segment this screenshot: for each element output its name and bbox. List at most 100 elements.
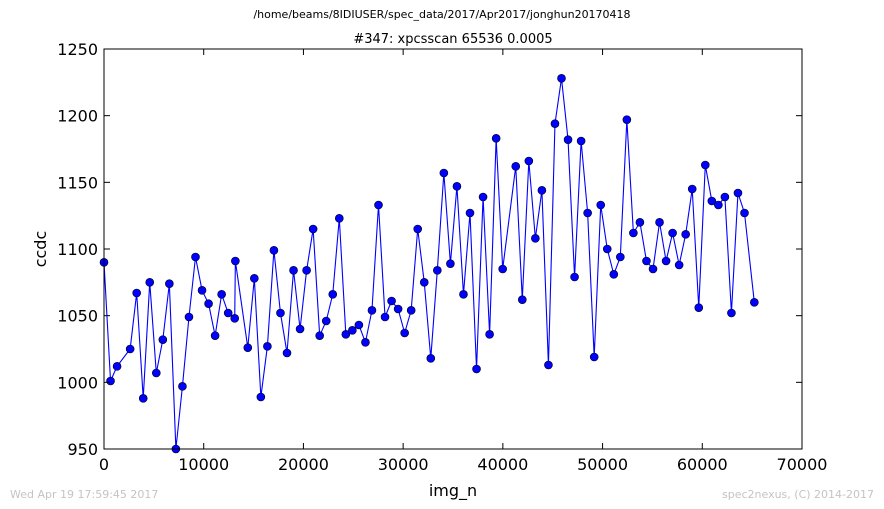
- x-tick-label: 30000: [378, 455, 429, 474]
- data-point: [570, 272, 579, 282]
- data-point: [315, 331, 324, 340]
- x-tick-label: 70000: [777, 455, 828, 474]
- data-point: [557, 74, 566, 83]
- data-point: [714, 200, 723, 210]
- data-point: [596, 200, 606, 210]
- y-tick-label: 1200: [57, 107, 98, 126]
- data-point: [269, 246, 279, 255]
- data-point: [727, 308, 736, 318]
- data-point: [165, 279, 174, 288]
- y-tick-label: 1250: [57, 40, 98, 59]
- data-point: [609, 270, 619, 279]
- x-tick-label: 20000: [278, 455, 329, 474]
- data-point: [289, 266, 298, 275]
- data-point: [517, 295, 527, 304]
- series-line: [103, 78, 755, 450]
- data-point: [217, 290, 226, 299]
- data-point: [231, 256, 240, 266]
- x-tick-label: 40000: [477, 455, 528, 474]
- data-point: [498, 264, 507, 274]
- data-point: [393, 304, 403, 314]
- data-point: [145, 278, 155, 287]
- y-tick-label: 950: [67, 440, 98, 459]
- data-point: [733, 188, 743, 198]
- x-tick-label: 0: [99, 455, 109, 474]
- data-point: [263, 342, 272, 351]
- plot-frame: [103, 48, 803, 450]
- data-point: [223, 308, 233, 318]
- data-point: [491, 134, 501, 143]
- data-point: [321, 316, 331, 326]
- data-point: [361, 338, 370, 347]
- data-point: [302, 266, 311, 275]
- data-point: [459, 290, 468, 299]
- data-point: [648, 264, 658, 274]
- x-axis-label: img_n: [429, 481, 477, 501]
- data-point: [380, 312, 390, 322]
- data-point: [125, 344, 135, 354]
- data-point: [674, 260, 684, 270]
- x-tick-label: 50000: [577, 455, 628, 474]
- data-point: [276, 308, 285, 318]
- data-point: [348, 326, 357, 335]
- data-point: [374, 200, 383, 210]
- data-point: [687, 184, 697, 194]
- data-point: [341, 330, 351, 339]
- data-point: [433, 266, 442, 275]
- data-point: [439, 168, 449, 178]
- data-point: [544, 360, 553, 370]
- data-point: [537, 186, 547, 195]
- data-point: [158, 335, 168, 344]
- data-point: [668, 228, 677, 238]
- y-tick-label: 1000: [57, 373, 98, 392]
- data-point: [387, 296, 396, 306]
- data-point: [642, 256, 651, 266]
- data-point: [367, 306, 377, 315]
- data-point: [197, 286, 207, 295]
- data-point: [511, 162, 521, 171]
- data-point: [524, 156, 534, 166]
- data-point: [707, 196, 717, 206]
- data-point: [485, 330, 494, 339]
- y-tick-label: 1100: [57, 240, 98, 259]
- data-point: [413, 224, 423, 234]
- tick-layer: 0 10000 20000 30000 40000 50000 60000 70000 950 1…: [57, 40, 827, 474]
- data-point: [132, 288, 141, 298]
- data-point: [635, 218, 645, 227]
- data-point: [151, 368, 161, 378]
- data-point: [602, 244, 612, 254]
- data-point: [400, 328, 409, 338]
- y-tick-label: 1150: [57, 173, 98, 192]
- data-point: [700, 160, 710, 170]
- data-point: [550, 119, 560, 128]
- chart-title: #347: xpcsscan 65536 0.0005: [353, 32, 552, 47]
- data-point: [230, 314, 240, 323]
- data-point: [622, 115, 632, 124]
- x-tick-label: 60000: [677, 455, 728, 474]
- data-point: [446, 259, 455, 268]
- timestamp-label: Wed Apr 19 17:59:45 2017: [10, 488, 159, 501]
- data-point: [210, 331, 220, 340]
- data-point: [616, 252, 625, 262]
- data-point: [419, 278, 429, 287]
- data-point: [563, 135, 573, 144]
- data-point: [138, 394, 148, 403]
- data-point: [589, 352, 599, 362]
- data-point: [583, 208, 592, 218]
- data-point: [243, 343, 253, 352]
- data-point: [282, 348, 292, 358]
- data-point: [531, 234, 540, 243]
- y-axis-label: ccdc: [31, 231, 50, 268]
- data-point: [112, 362, 122, 371]
- data-point: [295, 324, 305, 334]
- data-point: [576, 136, 586, 146]
- data-point: [472, 364, 481, 374]
- x-tick-label: 10000: [178, 455, 229, 474]
- series-layer: [99, 74, 759, 454]
- data-point: [191, 252, 200, 262]
- data-point: [452, 182, 462, 191]
- data-point: [478, 192, 488, 202]
- data-point: [465, 208, 475, 218]
- data-point: [694, 303, 704, 312]
